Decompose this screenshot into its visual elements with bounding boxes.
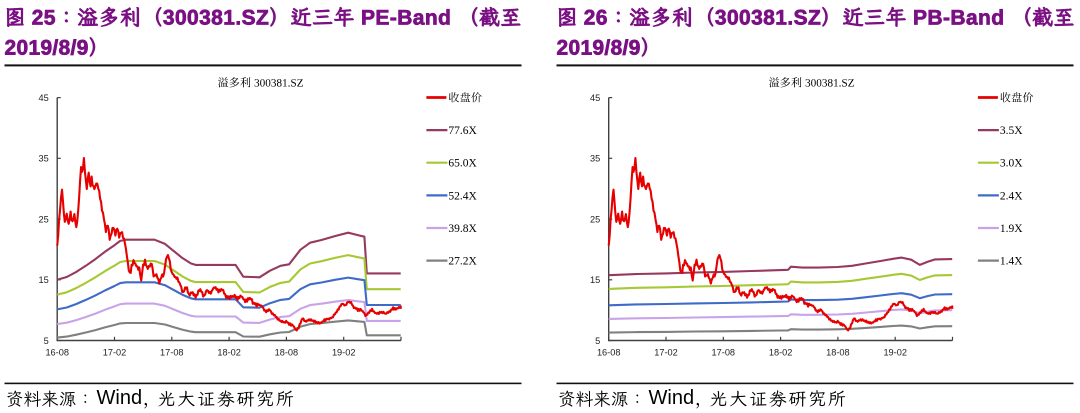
svg-text:Wind: Wind	[97, 387, 143, 409]
svg-text:3.5X: 3.5X	[1000, 125, 1023, 137]
svg-text:35: 35	[590, 154, 600, 164]
svg-text:18-08: 18-08	[275, 347, 299, 357]
svg-text:77.6X: 77.6X	[448, 125, 477, 137]
svg-text:3.0X: 3.0X	[1000, 158, 1023, 170]
svg-text:18-02: 18-02	[217, 347, 241, 357]
svg-text:16-08: 16-08	[597, 347, 621, 357]
svg-text:5: 5	[595, 336, 600, 346]
svg-text:Wind: Wind	[649, 387, 695, 409]
svg-text:1.9X: 1.9X	[1000, 223, 1023, 235]
svg-text:18-08: 18-08	[826, 347, 850, 357]
svg-text:52.4X: 52.4X	[448, 190, 477, 202]
svg-text:5: 5	[44, 336, 49, 346]
svg-text:15: 15	[590, 275, 600, 285]
svg-text:2.4X: 2.4X	[1000, 190, 1023, 202]
svg-text:19-02: 19-02	[332, 347, 356, 357]
svg-text:18-02: 18-02	[769, 347, 793, 357]
svg-text:27.2X: 27.2X	[448, 256, 477, 268]
svg-text:19-02: 19-02	[883, 347, 907, 357]
svg-text:17-02: 17-02	[654, 347, 678, 357]
svg-text:17-08: 17-08	[160, 347, 184, 357]
svg-text:39.8X: 39.8X	[448, 223, 477, 235]
svg-text:25: 25	[38, 214, 48, 224]
svg-text:45: 45	[590, 93, 600, 103]
svg-text:1.4X: 1.4X	[1000, 256, 1023, 268]
svg-text:16-08: 16-08	[45, 347, 69, 357]
svg-text:35: 35	[38, 154, 48, 164]
svg-text:17-02: 17-02	[103, 347, 127, 357]
svg-text:17-08: 17-08	[712, 347, 736, 357]
svg-text:25: 25	[590, 214, 600, 224]
svg-text:45: 45	[38, 93, 48, 103]
svg-text:15: 15	[38, 275, 48, 285]
svg-text:65.0X: 65.0X	[448, 158, 477, 170]
